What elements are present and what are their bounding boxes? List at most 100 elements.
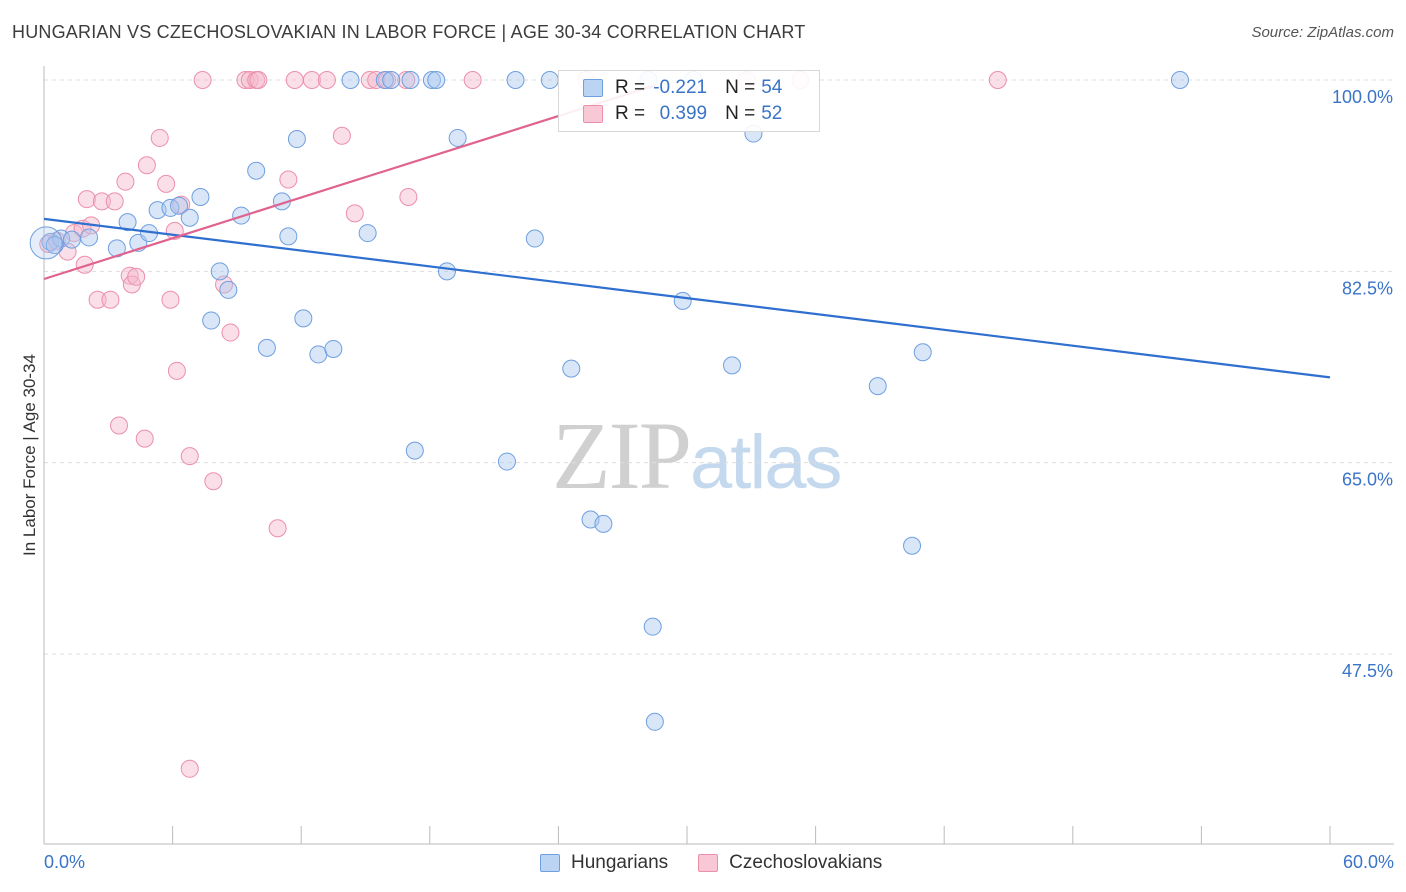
czechoslovakian-point [236, 71, 255, 89]
y-tick-label: 100.0% [1332, 87, 1393, 107]
hungarian-point [913, 343, 932, 362]
hungarian-point [309, 345, 328, 364]
y-tick-label: 82.5% [1342, 278, 1393, 298]
czechoslovakian-point [110, 416, 129, 435]
legend-label-czechoslovakians: Czechoslovakians [729, 852, 883, 873]
czechoslovakian-point [150, 128, 169, 147]
czechoslovakian-point [193, 71, 212, 89]
czechoslovakian-point [88, 290, 107, 309]
watermark: ZIPatlas [552, 400, 843, 511]
czechoslovakian-point [116, 172, 135, 191]
czechoslovakian-point [157, 174, 176, 193]
czechoslovakian-point [77, 190, 96, 209]
stats-legend: R = -0.221 N = 54 R = 0.399 N = 52 [558, 70, 820, 132]
x-tick-label-min: 0.0% [44, 852, 86, 872]
czechoslovakian-point [397, 71, 416, 89]
hungarian-point [401, 71, 420, 89]
hungarian-point [673, 291, 692, 310]
hungarian-point [506, 71, 525, 89]
legend-swatch-hungarians [583, 79, 603, 97]
czechoslovakian-point [135, 429, 154, 448]
czechoslovakian-point [302, 71, 321, 89]
czechoslovakian-point [279, 170, 298, 189]
hungarian-point [257, 338, 276, 357]
source-label: Source: ZipAtlas.com [1251, 24, 1394, 41]
hungarian-point [170, 196, 189, 215]
legend-n-value: 54 [761, 77, 783, 98]
legend-n-label: N = [725, 103, 756, 124]
hungarian-point [341, 71, 360, 89]
hungarian-point [80, 228, 99, 247]
hungarian-point [448, 128, 467, 147]
czechoslovakian-point [137, 156, 156, 175]
hungarian-point [375, 71, 394, 89]
y-axis-label: In Labor Force | Age 30-34 [20, 354, 39, 556]
hungarian-point-cluster [29, 226, 63, 260]
czechoslovakian-point [221, 323, 240, 342]
czechoslovakian-point [249, 71, 268, 89]
czechoslovakian-point [75, 255, 94, 274]
hungarian-point [903, 536, 922, 555]
czechoslovakian-point [180, 759, 199, 778]
czechoslovakian-point [268, 519, 287, 538]
czechoslovakian-point [101, 290, 120, 309]
hungarian-point [45, 236, 64, 255]
hungarian-point [324, 339, 343, 358]
series-legend: Hungarians Czechoslovakians [540, 852, 912, 874]
legend-swatch-hungarians [540, 854, 560, 872]
hungarian-point [118, 213, 137, 232]
hungarian-point [643, 617, 662, 636]
legend-item-czechoslovakians: Czechoslovakians [698, 852, 882, 874]
hungarian-point [525, 229, 544, 248]
czechoslovakian-point [120, 266, 139, 285]
hungarian-point [191, 187, 210, 206]
hungarian-point [202, 311, 221, 330]
hungarian-point [62, 230, 81, 249]
legend-swatch-czechoslovakians [583, 105, 603, 123]
x-tick-label-max: 60.0% [1342, 852, 1394, 872]
hungarian-point [382, 71, 401, 89]
hungarian-point [247, 161, 266, 180]
hungarian-point [294, 309, 313, 328]
czechoslovakian-point [988, 71, 1007, 89]
hungarian-point [427, 71, 446, 89]
y-tick-label: 65.0% [1342, 470, 1393, 490]
legend-row-hungarians: R = -0.221 N = 54 [583, 75, 782, 101]
hungarian-point [437, 262, 456, 281]
watermark-zip: ZIP [552, 402, 692, 509]
czechoslovakian-point [167, 361, 186, 380]
hungarian-point [1170, 71, 1189, 89]
hungarian-point [180, 208, 199, 227]
hungarian-point [645, 712, 664, 731]
czechoslovakian-point [345, 204, 364, 223]
hungarian-point [405, 441, 424, 460]
legend-r-label: R = [615, 103, 646, 124]
legend-r-value: 0.399 [659, 103, 708, 124]
chart-title: HUNGARIAN VS CZECHOSLOVAKIAN IN LABOR FO… [12, 22, 806, 42]
legend-n-label: N = [725, 77, 756, 98]
hungarian-point [723, 356, 742, 375]
hungarian-point [219, 280, 238, 299]
hungarian-point [868, 377, 887, 396]
legend-r-label: R = [615, 77, 646, 98]
hungarian-point [497, 452, 516, 471]
hungarian-point [279, 227, 298, 246]
czechoslovakian-point [180, 447, 199, 466]
y-tick-label: 47.5% [1342, 661, 1393, 681]
czechoslovakian-point [204, 472, 223, 491]
czechoslovakian-point [92, 192, 111, 211]
hungarian-point [594, 514, 613, 533]
hungarian-point [540, 71, 559, 89]
legend-n-value: 52 [761, 103, 783, 124]
czechoslovakian-point [317, 71, 336, 89]
legend-swatch-czechoslovakians [698, 854, 719, 872]
legend-r-value: -0.221 [653, 77, 708, 98]
hungarian-point [210, 262, 229, 281]
czechoslovakian-trend-line [43, 84, 656, 281]
legend-row-czechoslovakians: R = 0.399 N = 52 [583, 101, 782, 127]
czechoslovakian-point [105, 192, 124, 211]
czechoslovakian-point [463, 71, 482, 89]
hungarian-point [358, 224, 377, 243]
hungarian-trend-line [43, 217, 1331, 379]
